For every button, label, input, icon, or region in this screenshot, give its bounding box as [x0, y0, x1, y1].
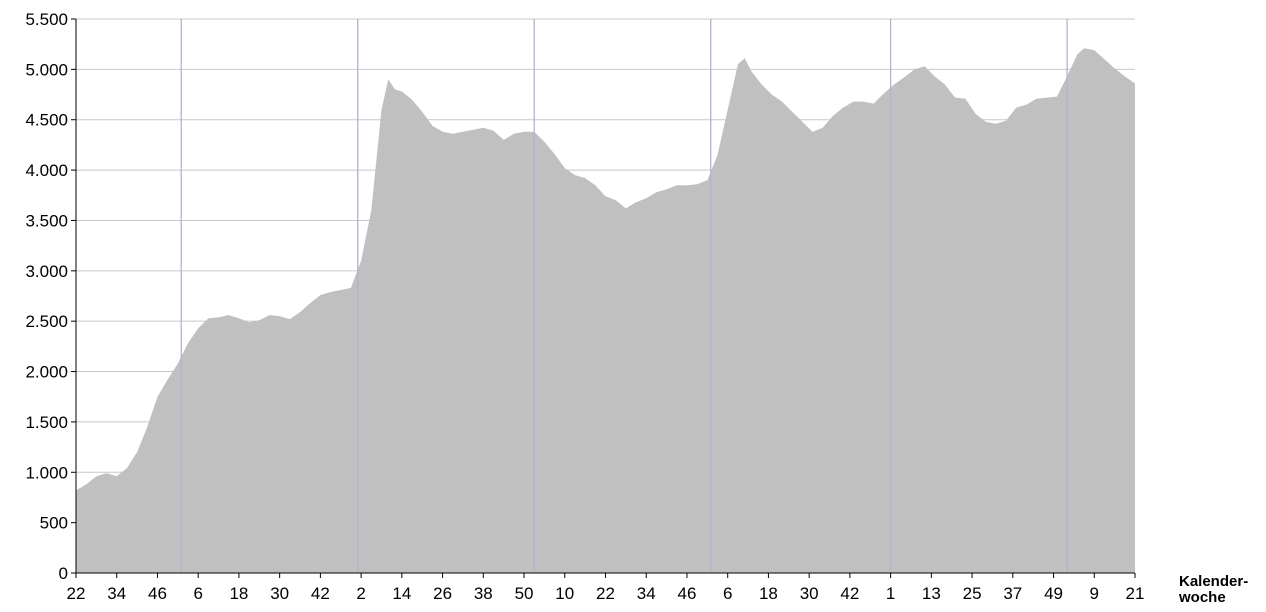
y-tick-label-5: 2.500 [25, 312, 68, 331]
x-tick-label-20: 1 [886, 584, 895, 603]
x-tick-label-17: 18 [759, 584, 778, 603]
y-tick-label-7: 3.500 [25, 211, 68, 230]
y-tick-label-1: 500 [40, 514, 68, 533]
x-tick-label-16: 6 [723, 584, 732, 603]
y-tick-label-4: 2.000 [25, 363, 68, 382]
x-tick-label-1: 34 [107, 584, 126, 603]
y-tick-label-3: 1.500 [25, 413, 68, 432]
x-tick-label-24: 49 [1044, 584, 1063, 603]
x-tick-label-3: 6 [193, 584, 202, 603]
x-tick-label-2: 46 [148, 584, 167, 603]
x-tick-label-0: 22 [67, 584, 86, 603]
x-axis-title-line-1: Kalender- [1179, 573, 1248, 590]
x-tick-label-21: 13 [922, 584, 941, 603]
x-tick-label-13: 22 [596, 584, 615, 603]
y-tick-label-2: 1.000 [25, 463, 68, 482]
y-tick-label-9: 4.500 [25, 111, 68, 130]
x-tick-label-19: 42 [840, 584, 859, 603]
x-tick-label-5: 30 [270, 584, 289, 603]
x-tick-label-18: 30 [800, 584, 819, 603]
x-tick-label-9: 26 [433, 584, 452, 603]
y-axis-ticks: 0 500 1.000 1.500 2.000 2.500 3.000 3.500 4.000 4… [25, 10, 76, 583]
y-tick-label-10: 5.000 [25, 60, 68, 79]
x-tick-label-14: 34 [637, 584, 656, 603]
x-tick-label-15: 46 [678, 584, 697, 603]
x-tick-label-22: 25 [963, 584, 982, 603]
x-tick-label-7: 2 [356, 584, 365, 603]
x-tick-label-6: 42 [311, 584, 330, 603]
x-axis-title-line-2: woche [1178, 589, 1226, 606]
area-series [76, 48, 1135, 573]
y-tick-label-11: 5.500 [25, 10, 68, 29]
x-tick-label-23: 37 [1003, 584, 1022, 603]
x-tick-label-25: 9 [1090, 584, 1099, 603]
y-tick-label-8: 4.000 [25, 161, 68, 180]
x-tick-label-12: 10 [555, 584, 574, 603]
year-boundary-lines [180, 19, 1068, 573]
area-fill [76, 48, 1135, 573]
x-tick-label-4: 18 [229, 584, 248, 603]
y-tick-label-0: 0 [59, 564, 68, 583]
x-tick-label-10: 38 [474, 584, 493, 603]
y-tick-label-6: 3.000 [25, 262, 68, 281]
x-tick-label-8: 14 [392, 584, 411, 603]
x-tick-label-26: 21 [1126, 584, 1145, 603]
x-tick-label-11: 50 [515, 584, 534, 603]
x-axis-ticks: 22 34 46 6 18 30 42 2 14 26 38 50 10 22 34 46 6 18 30 42 1 13… [67, 573, 1145, 603]
